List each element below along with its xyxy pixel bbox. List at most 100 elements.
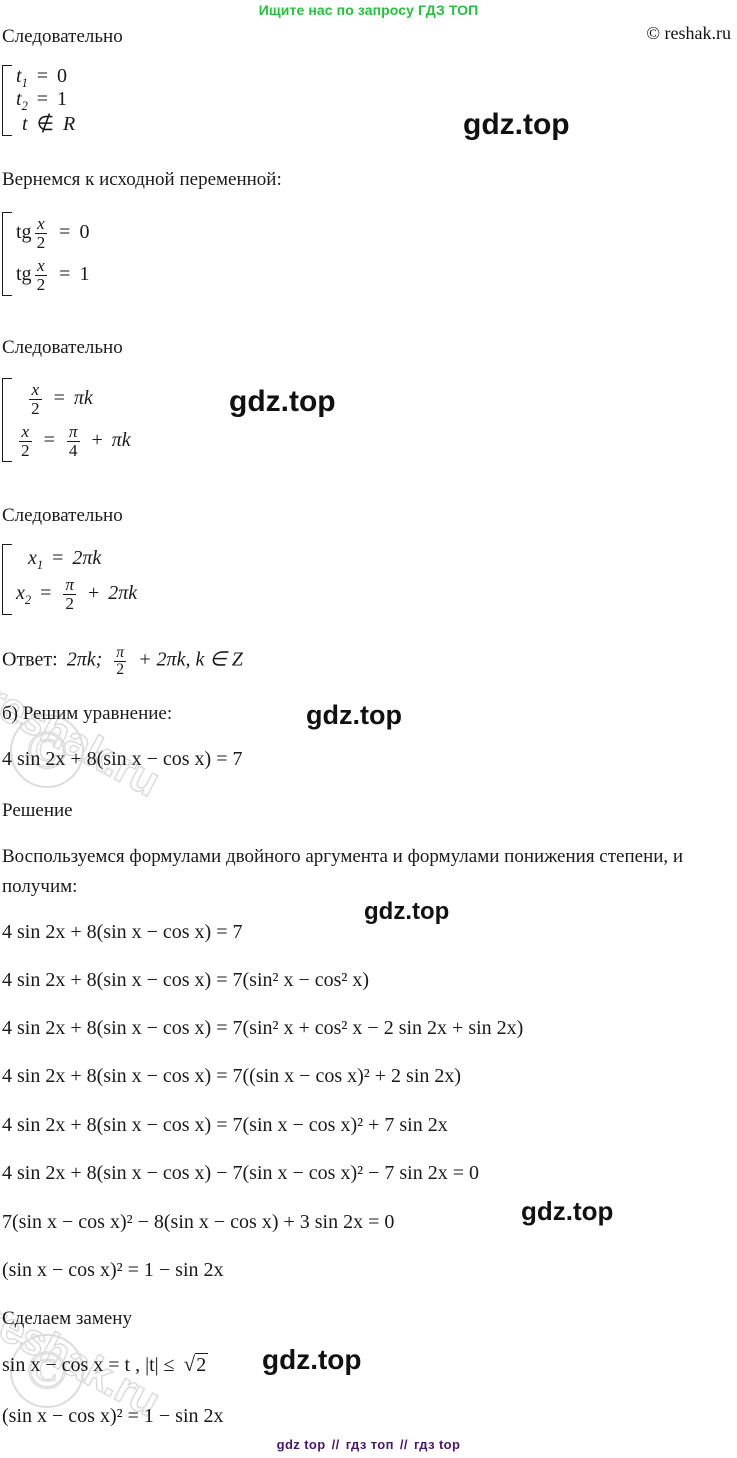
promo-header: Ищите нас по запросу ГДЗ ТОП <box>258 2 479 18</box>
text-solution-heading: Решение <box>2 800 73 821</box>
substitution-line: sin x − cos x = t , |t| ≤ √2 <box>2 1352 209 1377</box>
footer-separator: // <box>331 1437 340 1452</box>
footer-link-1[interactable]: gdz top <box>276 1437 326 1452</box>
numerator: π <box>116 644 125 661</box>
value: πk <box>73 386 93 409</box>
denominator: 2 <box>34 232 48 252</box>
answer-part-2: + 2πk, k ∈ Z <box>138 648 243 671</box>
square-root: √2 <box>184 1352 209 1377</box>
watermark-gdz-top: gdz.top <box>306 700 402 730</box>
subscript: 1 <box>21 76 28 90</box>
copyright-notice: © reshak.ru <box>646 23 731 43</box>
subscript: 2 <box>21 99 28 113</box>
watermark-reshak: reshak.ru <box>0 668 206 806</box>
derivation-step: 7(sin x − cos x)² − 8(sin x − cos x) + 3… <box>2 1211 395 1233</box>
denominator: 4 <box>66 440 80 460</box>
relation: = <box>59 220 71 243</box>
text-substitution: Сделаем замену <box>2 1308 132 1329</box>
final-line: (sin x − cos x)² = 1 − sin 2x <box>2 1405 224 1427</box>
relation: = <box>36 88 49 110</box>
denominator: 2 <box>63 593 76 613</box>
equation-system-1: t1 = 0 t2 = 1 t ∉ R <box>2 65 75 136</box>
watermark-gdz-top: gdz.top <box>262 1344 362 1375</box>
substitution-expression: sin x − cos x = t , |t| ≤ <box>2 1354 175 1376</box>
radicand: 2 <box>195 1353 209 1376</box>
variable: t <box>16 88 22 110</box>
system-row: x1 = 2πk <box>16 544 137 573</box>
numerator: x <box>21 422 30 442</box>
numerator: x <box>37 214 45 233</box>
footer-link-3[interactable]: гдз top <box>413 1437 461 1452</box>
value: 0 <box>57 65 68 87</box>
system-row: t1 = 0 <box>16 65 75 90</box>
footer-link-2[interactable]: гдз топ <box>345 1437 394 1452</box>
system-bracket-group: tg x 2 = 0 tg x 2 = 1 <box>2 212 89 297</box>
variable: t <box>22 113 28 135</box>
text-method: Воспользуемся формулами двойного аргумен… <box>2 846 684 897</box>
system-row: tg x 2 = 0 <box>16 212 89 254</box>
numerator: π <box>65 575 74 594</box>
text-return-to-variable: Вернемся к исходной переменной: <box>2 169 282 190</box>
variable: x <box>16 581 25 604</box>
footer-separator: // <box>399 1437 408 1452</box>
variable: x <box>28 547 37 569</box>
answer-label: Ответ: <box>2 648 58 671</box>
relation: = <box>52 547 64 569</box>
equation-system-2: tg x 2 = 0 tg x 2 = 1 <box>2 212 89 297</box>
system-bracket-group: t1 = 0 t2 = 1 t ∉ R <box>2 65 75 136</box>
watermark-gdz-top: gdz.top <box>364 898 450 925</box>
function-name: tg <box>16 263 32 286</box>
answer-part-1: 2πk; <box>66 648 103 671</box>
value: 0 <box>79 220 90 243</box>
derivation-step: 4 sin 2x + 8(sin x − cos x) = 7(sin x − … <box>2 1114 448 1136</box>
denominator: 2 <box>34 274 48 294</box>
derivation-step: 4 sin 2x + 8(sin x − cos x) = 7(sin² x −… <box>2 969 370 991</box>
operator: + <box>88 581 100 604</box>
system-row: t2 = 1 <box>16 88 75 113</box>
relation: = <box>43 429 55 452</box>
text-therefore-3: Следовательно <box>2 505 123 526</box>
numerator: x <box>31 380 40 399</box>
system-row: t ∉ R <box>16 111 75 136</box>
text-therefore-2: Следовательно <box>2 337 123 358</box>
value: 2πk <box>72 547 102 569</box>
numerator: x <box>37 256 45 276</box>
equation-item-b: 4 sin 2x + 8(sin x − cos x) = 7 <box>2 748 243 770</box>
text-item-b: б) Решим уравнение: <box>2 703 173 724</box>
system-bracket <box>2 378 12 463</box>
watermark-reshak-text: reshak.ru <box>0 673 168 807</box>
derivation-step: 4 sin 2x + 8(sin x − cos x) − 7(sin x − … <box>2 1162 479 1184</box>
derivation-step: 4 sin 2x + 8(sin x − cos x) = 7 <box>2 921 243 943</box>
system-bracket <box>2 544 12 616</box>
denominator: 2 <box>29 398 42 418</box>
derivation-step: 4 sin 2x + 8(sin x − cos x) = 7(sin² x +… <box>2 1017 524 1039</box>
variable: t <box>16 65 22 87</box>
value: 1 <box>57 88 68 110</box>
function-name: tg <box>16 220 32 243</box>
watermark-gdz-top: gdz.top <box>229 385 336 418</box>
denominator: 2 <box>19 440 32 460</box>
derivation-step: (sin x − cos x)² = 1 − sin 2x <box>2 1259 224 1281</box>
denominator: 2 <box>114 660 127 678</box>
relation: = <box>53 386 65 409</box>
numerator: π <box>68 422 78 442</box>
value: R <box>62 113 76 135</box>
watermark-gdz-top: gdz.top <box>463 108 570 141</box>
relation: = <box>36 65 49 87</box>
watermark-gdz-top: gdz.top <box>521 1196 614 1226</box>
system-bracket <box>2 65 12 136</box>
radical-sign: √ <box>183 1352 196 1376</box>
